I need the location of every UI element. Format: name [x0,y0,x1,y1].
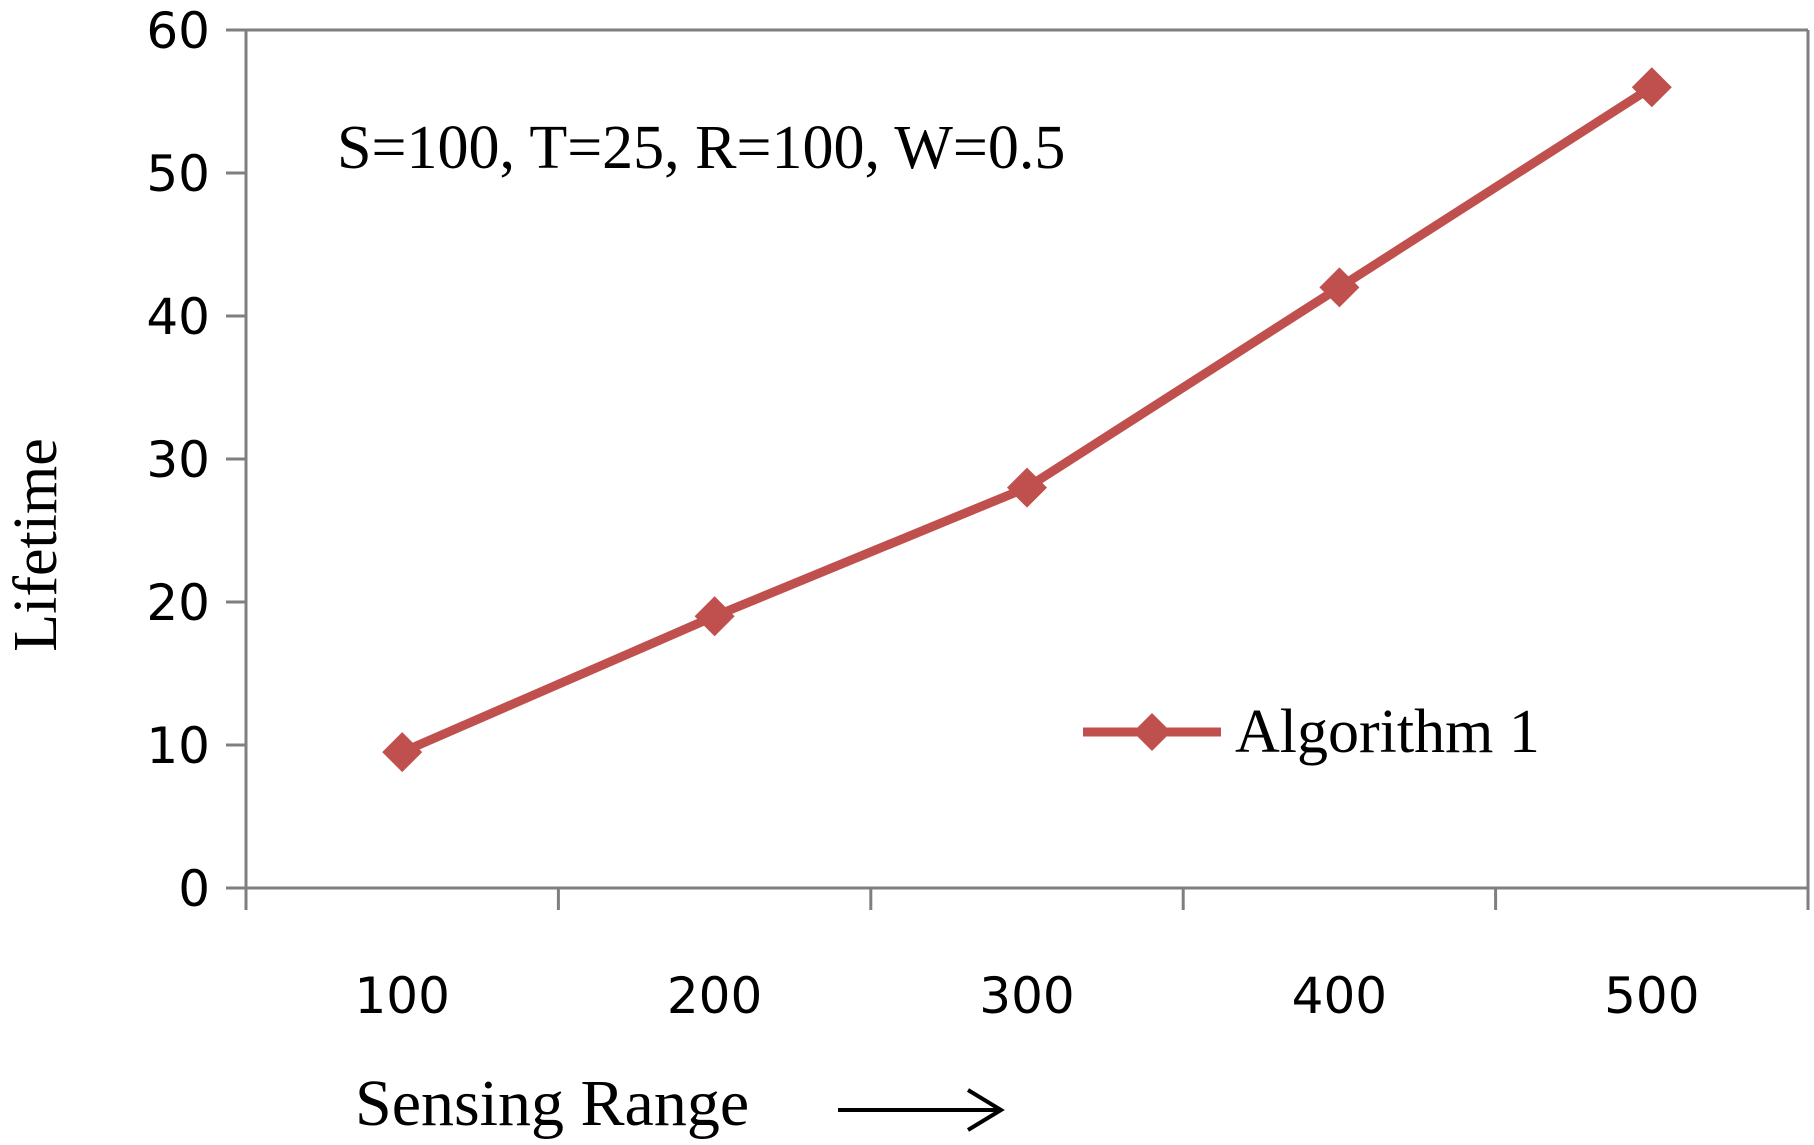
x-tick-label: 500 [1604,967,1699,1025]
series-layer [382,67,1672,773]
y-tick-label: 40 [146,288,210,346]
y-tick-label: 0 [178,860,210,918]
x-ticks: 100 200 300 400 500 [244,888,1810,1025]
y-axis-label: Lifetime [2,438,70,651]
data-point-diamond [694,596,735,637]
legend-label: Algorithm 1 [1235,698,1540,766]
legend-marker-diamond [1133,713,1171,751]
series-line [400,83,1655,757]
data-point-diamond [1007,467,1047,508]
y-ticks: 0 10 20 30 40 50 60 [146,2,246,918]
legend: Algorithm 1 [1083,698,1540,766]
x-tick-label: 200 [667,967,762,1025]
data-point-diamond [382,732,423,773]
data-point-diamond [1631,67,1672,108]
y-tick-label: 50 [146,145,210,203]
x-tick-label: 300 [979,967,1074,1025]
y-tick-label: 30 [146,431,210,489]
data-point-diamond [1319,267,1360,308]
arrow-icon [966,1088,1005,1132]
y-tick-label: 10 [146,717,210,775]
x-tick-label: 100 [354,967,449,1025]
x-axis-label: Sensing Range [355,1067,749,1140]
x-axis-label-group: Sensing Range [355,1067,1005,1140]
chart-annotation: S=100, T=25, R=100, W=0.5 [337,114,1065,182]
x-tick-label: 400 [1292,967,1387,1025]
y-tick-label: 60 [146,2,210,60]
y-tick-label: 20 [146,574,210,632]
